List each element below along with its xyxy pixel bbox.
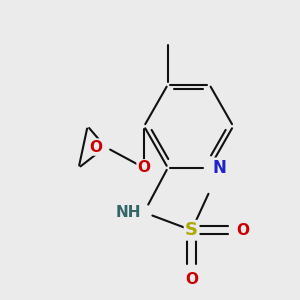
- Text: O: O: [236, 223, 249, 238]
- Text: N: N: [212, 159, 226, 177]
- Text: O: O: [138, 160, 151, 175]
- Text: O: O: [185, 272, 198, 287]
- Text: S: S: [185, 221, 198, 239]
- Text: NH: NH: [116, 205, 141, 220]
- Text: O: O: [89, 140, 102, 154]
